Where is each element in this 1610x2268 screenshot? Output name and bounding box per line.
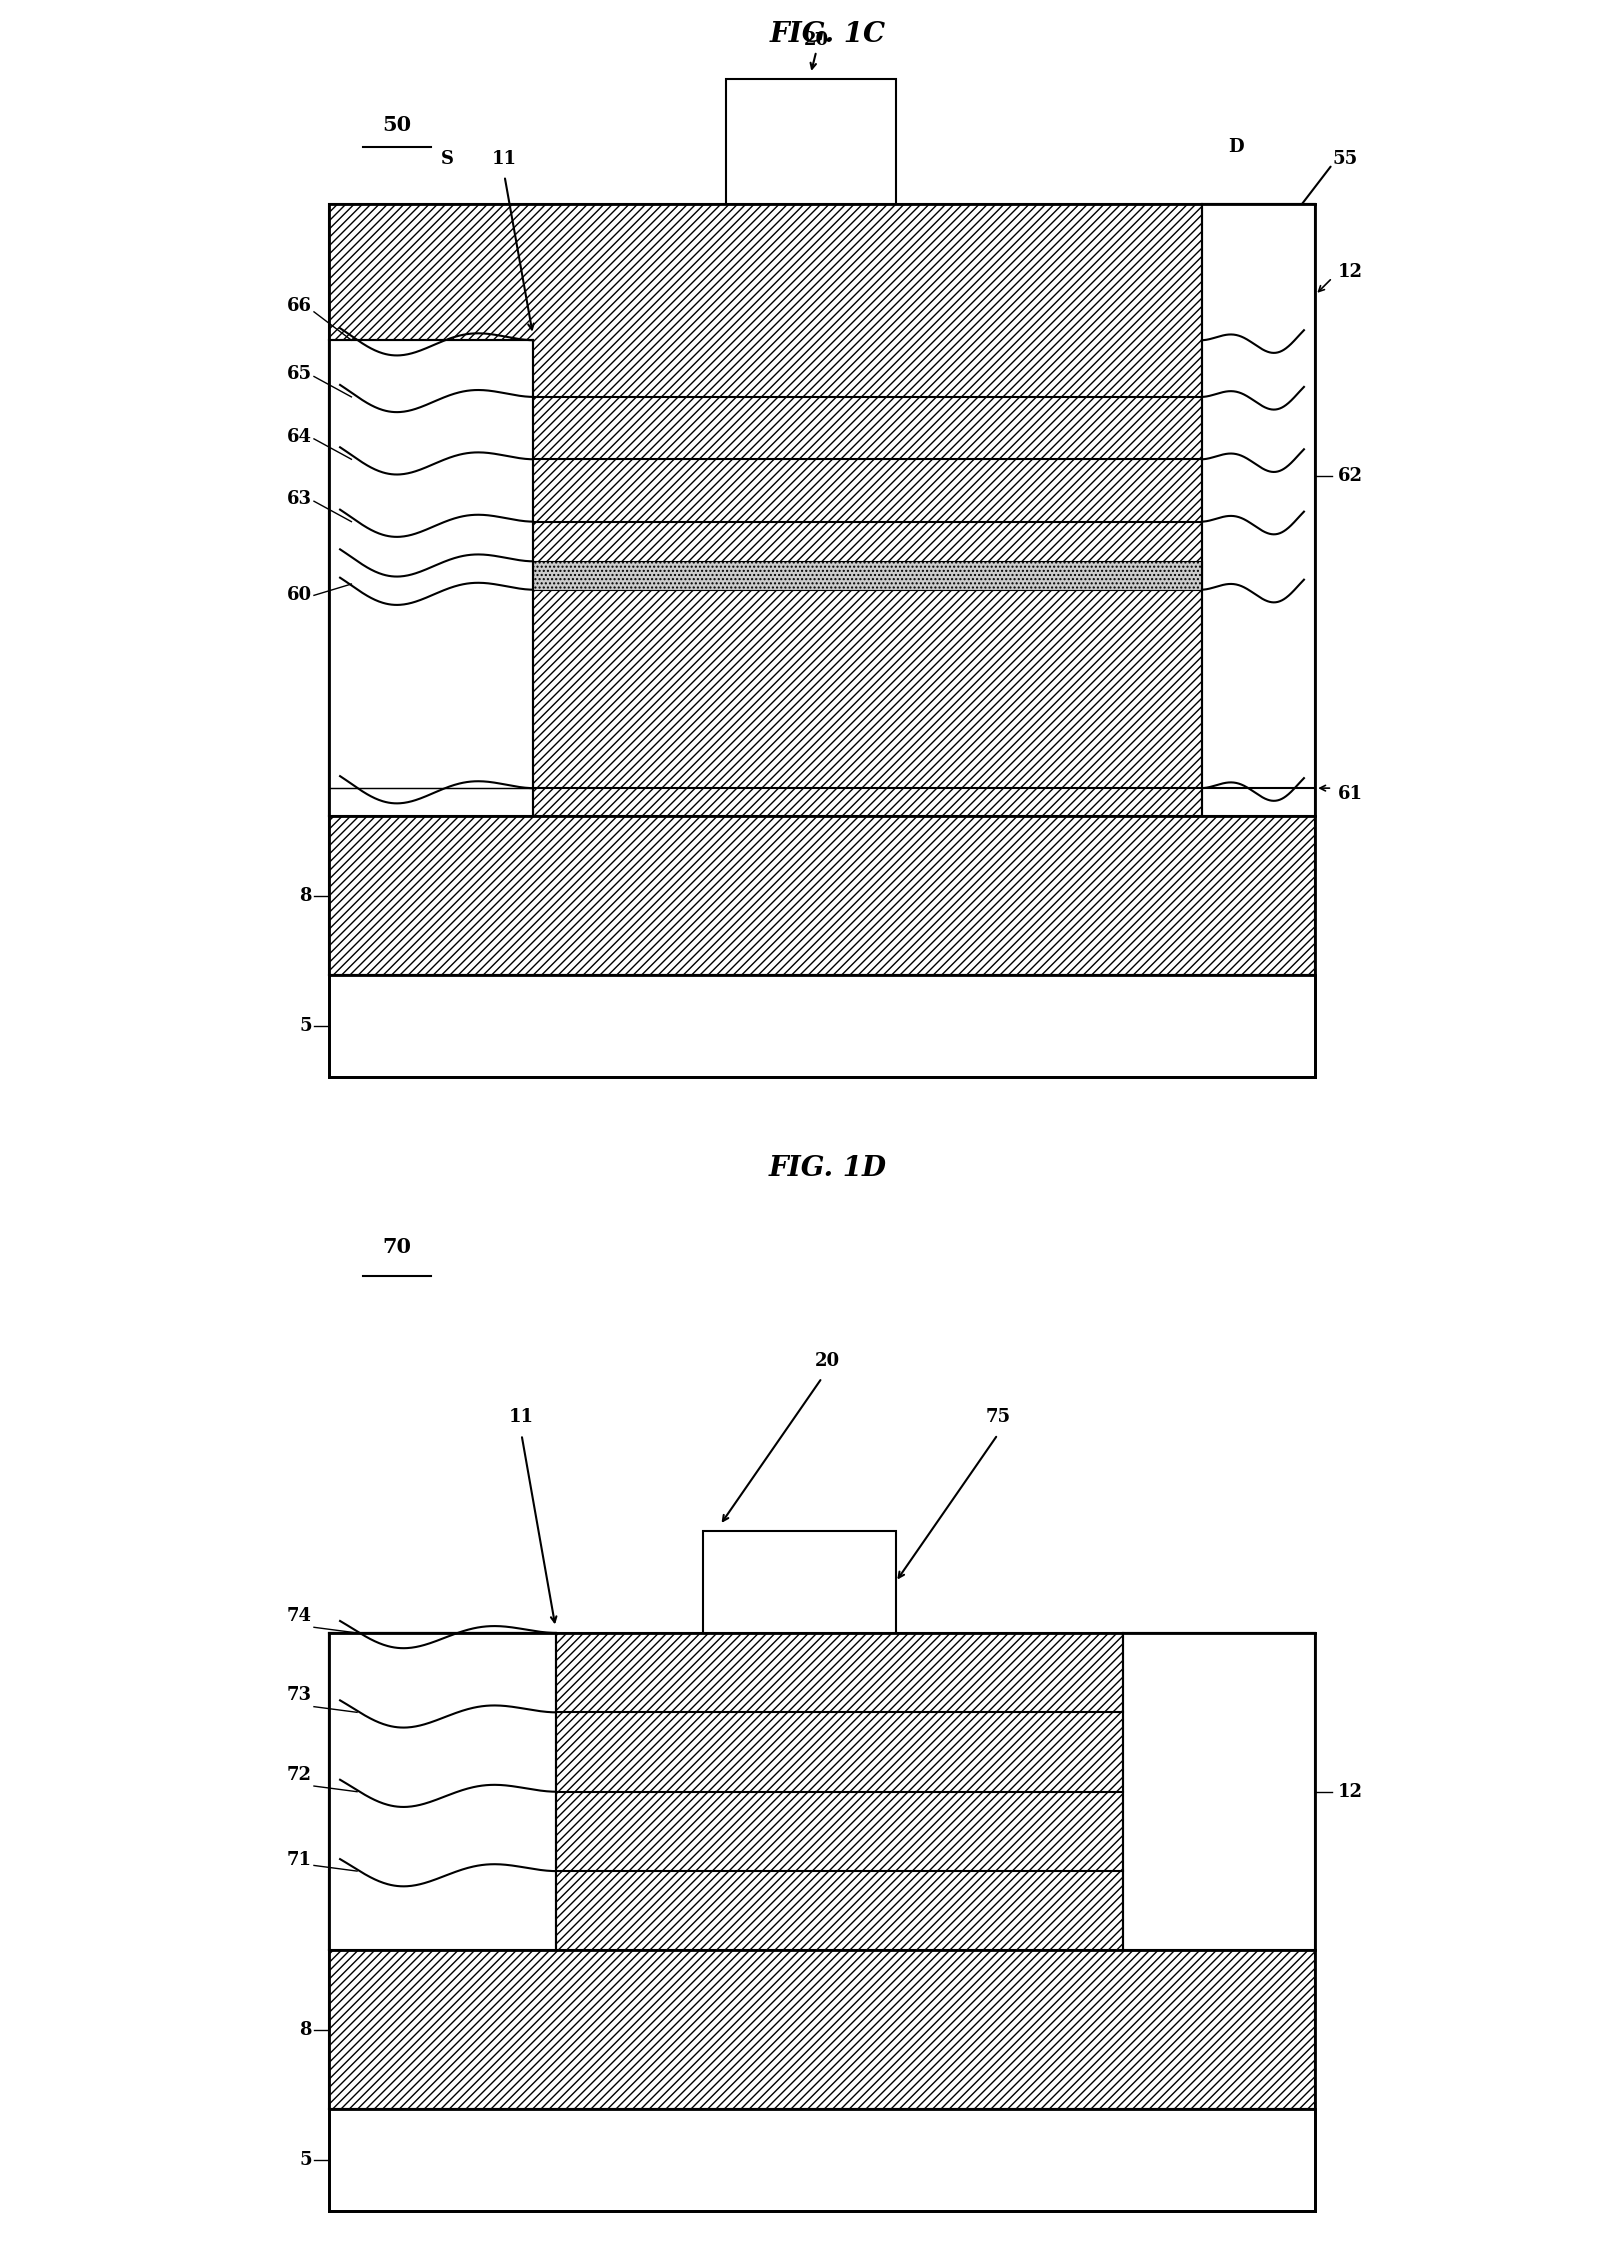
Bar xyxy=(533,562,1203,590)
Bar xyxy=(328,816,1315,975)
Text: 61: 61 xyxy=(1338,785,1364,803)
Text: 20: 20 xyxy=(815,1352,840,1370)
Text: 66: 66 xyxy=(287,297,312,315)
Text: 72: 72 xyxy=(287,1767,312,1783)
Text: 62: 62 xyxy=(1338,467,1364,485)
Text: 70: 70 xyxy=(382,1238,411,1256)
Bar xyxy=(328,975,1315,1077)
Bar xyxy=(328,340,533,816)
Text: 50: 50 xyxy=(382,116,411,134)
Text: FIG. 1C: FIG. 1C xyxy=(770,20,886,48)
Text: FIG. 1D: FIG. 1D xyxy=(768,1154,887,1182)
Text: 71: 71 xyxy=(287,1851,312,1869)
Text: 65: 65 xyxy=(287,365,312,383)
Text: 5: 5 xyxy=(299,2152,312,2168)
Bar xyxy=(704,1531,895,1633)
Text: S: S xyxy=(441,150,454,168)
Text: 12: 12 xyxy=(1338,263,1364,281)
Text: 11: 11 xyxy=(493,150,517,168)
Bar xyxy=(1122,1633,1315,1950)
Text: 20: 20 xyxy=(803,32,829,48)
Bar xyxy=(726,79,895,204)
Text: D: D xyxy=(1228,138,1245,156)
Text: 73: 73 xyxy=(287,1687,312,1703)
Text: 60: 60 xyxy=(287,587,312,603)
Text: 75: 75 xyxy=(985,1408,1011,1427)
Bar xyxy=(1203,204,1315,816)
Text: 11: 11 xyxy=(509,1408,535,1427)
Bar xyxy=(328,204,1315,816)
Text: 64: 64 xyxy=(287,429,312,445)
Text: 8: 8 xyxy=(299,887,312,905)
Bar xyxy=(328,2109,1315,2211)
Bar xyxy=(328,1633,1315,1950)
Bar xyxy=(328,1633,555,1950)
Text: 5: 5 xyxy=(299,1018,312,1034)
Text: 12: 12 xyxy=(1338,1783,1364,1801)
Text: 63: 63 xyxy=(287,490,312,508)
Bar xyxy=(328,1950,1315,2109)
Text: 74: 74 xyxy=(287,1608,312,1624)
Text: 55: 55 xyxy=(1333,150,1357,168)
Text: 8: 8 xyxy=(299,2021,312,2039)
